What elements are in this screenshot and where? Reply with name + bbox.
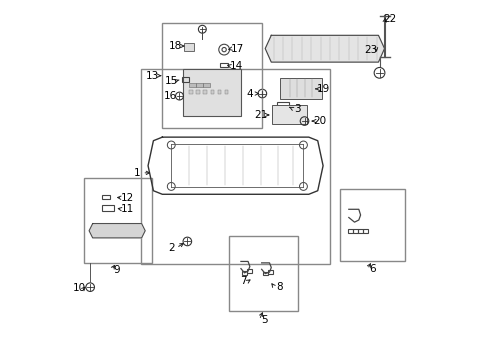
Text: 20: 20 bbox=[313, 116, 326, 126]
Text: 14: 14 bbox=[229, 62, 243, 71]
Text: 12: 12 bbox=[121, 193, 134, 203]
Bar bbox=[277, 103, 288, 109]
Bar bbox=[183, 69, 241, 116]
Text: 17: 17 bbox=[230, 44, 244, 54]
Text: 23: 23 bbox=[364, 45, 377, 55]
Bar bbox=[229, 236, 298, 311]
Text: 6: 6 bbox=[368, 264, 375, 274]
Text: 21: 21 bbox=[253, 110, 266, 120]
Text: 22: 22 bbox=[383, 14, 396, 24]
Text: 8: 8 bbox=[276, 282, 282, 292]
Bar bbox=[220, 63, 228, 67]
Bar bbox=[182, 77, 189, 82]
Bar bbox=[162, 23, 262, 128]
Bar bbox=[141, 69, 329, 264]
Bar bbox=[203, 90, 206, 94]
Text: 10: 10 bbox=[73, 283, 86, 293]
Bar bbox=[217, 90, 221, 94]
Bar bbox=[102, 195, 110, 199]
Bar bbox=[102, 205, 114, 211]
Text: 13: 13 bbox=[145, 71, 159, 81]
Text: 9: 9 bbox=[113, 265, 120, 275]
Text: 18: 18 bbox=[169, 41, 182, 51]
Bar bbox=[196, 90, 200, 94]
Text: 1: 1 bbox=[134, 168, 141, 178]
Text: 11: 11 bbox=[121, 204, 134, 214]
Bar bbox=[279, 78, 321, 99]
Polygon shape bbox=[89, 224, 145, 238]
Bar bbox=[196, 83, 203, 87]
Bar bbox=[340, 189, 405, 261]
Bar bbox=[241, 271, 247, 275]
Bar bbox=[363, 229, 367, 233]
Polygon shape bbox=[264, 35, 384, 62]
Bar bbox=[272, 105, 307, 123]
Text: 15: 15 bbox=[164, 76, 178, 86]
Bar bbox=[189, 83, 195, 87]
Text: 7: 7 bbox=[240, 276, 246, 286]
Bar bbox=[353, 229, 358, 233]
Text: 3: 3 bbox=[293, 104, 300, 113]
Bar bbox=[210, 90, 214, 94]
Bar bbox=[183, 43, 193, 51]
Bar bbox=[84, 178, 152, 263]
Text: 4: 4 bbox=[246, 89, 253, 99]
Text: 19: 19 bbox=[317, 84, 330, 94]
Text: 5: 5 bbox=[260, 315, 267, 325]
Bar bbox=[262, 272, 267, 275]
Text: 16: 16 bbox=[163, 91, 177, 101]
Bar bbox=[358, 229, 363, 233]
Bar bbox=[246, 269, 252, 273]
Bar bbox=[224, 90, 228, 94]
Bar bbox=[203, 83, 209, 87]
Bar bbox=[348, 229, 353, 233]
Text: 2: 2 bbox=[167, 243, 174, 253]
Bar bbox=[189, 90, 192, 94]
Bar bbox=[267, 270, 272, 274]
